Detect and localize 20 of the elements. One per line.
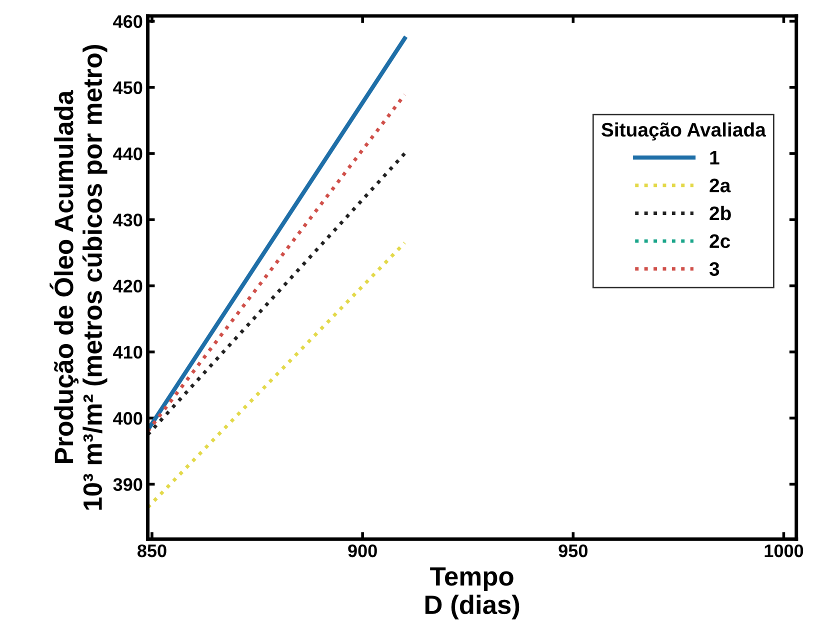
legend-label: 1	[710, 150, 720, 164]
x-tick-label: 1000	[764, 544, 804, 558]
y-tick-label: 400	[113, 412, 142, 425]
y-tick-label: 430	[113, 214, 142, 226]
y-tick-label: 450	[113, 81, 142, 94]
y-tick-label: 420	[113, 280, 142, 293]
y-tick-label: 410	[113, 346, 142, 359]
legend-label: 2a	[710, 178, 731, 192]
x-tick-label: 950	[558, 544, 588, 558]
legend-label: 2b	[710, 206, 731, 220]
y-tick-label: 440	[113, 147, 142, 160]
legend-label: 3	[709, 262, 720, 276]
y-tick-label: 390	[113, 478, 142, 491]
x-axis-title: Tempo D (dias)	[425, 567, 520, 620]
y-tick-label: 460	[113, 15, 142, 28]
legend-title: Situação Avaliada	[602, 122, 766, 141]
x-tick-label: 850	[138, 544, 166, 558]
legend-label: 2c	[710, 234, 730, 248]
x-tick-label: 900	[348, 544, 377, 558]
y-axis-title: Produção de Óleo Acumulada 10³ m³/m² (metros cúbicos por metro)	[50, 44, 108, 510]
